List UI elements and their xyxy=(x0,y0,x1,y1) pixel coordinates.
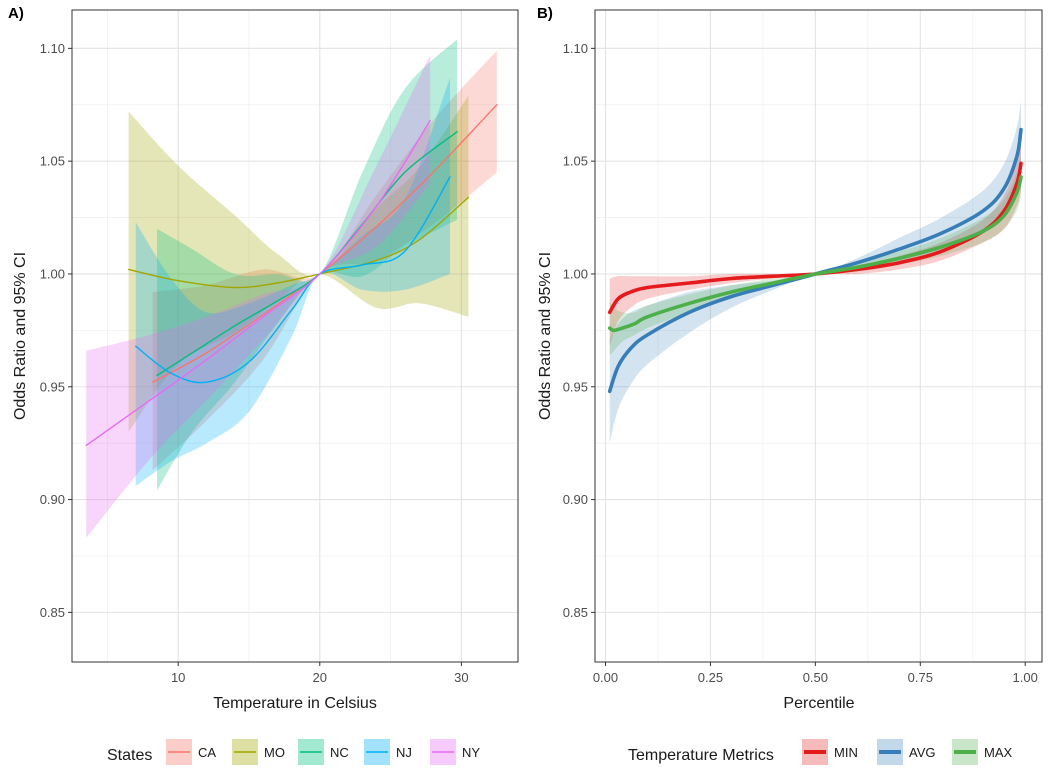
panel-b-y-axis-title: Odds Ratio and 95% CI xyxy=(537,252,554,420)
panel-a-legend-title: States xyxy=(107,747,152,764)
panel-b-y-ticks: 0.85 0.90 0.95 1.00 1.05 1.10 xyxy=(563,41,595,620)
y-tick-label: 0.85 xyxy=(563,605,588,620)
legend-label-avg: AVG xyxy=(909,745,936,760)
panel-a: A) 0.85 0.90 0.95 1.00 1.05 1.10 10 20 30 Tempe… xyxy=(8,5,519,765)
legend-label-mo: MO xyxy=(264,745,285,760)
panel-b: B) 0.85 0.90 0.95 1.00 1.05 1.10 0.00 0.25 0.50… xyxy=(537,5,1043,765)
y-tick-label: 1.10 xyxy=(40,41,65,56)
y-tick-label: 1.10 xyxy=(563,41,588,56)
x-tick-label: 0.00 xyxy=(593,670,618,685)
series-line-ny xyxy=(85,119,431,447)
y-tick-label: 0.85 xyxy=(40,605,65,620)
panel-b-ci-bands xyxy=(609,100,1021,444)
ci-band-ny xyxy=(86,55,431,538)
panel-a-x-axis-title: Temperature in Celsius xyxy=(213,695,377,712)
y-tick-label: 1.00 xyxy=(40,266,65,281)
panel-a-ci-bands xyxy=(86,39,497,538)
panel-a-legend-items: CA MO NC NJ NY xyxy=(166,739,480,765)
legend-label-ny: NY xyxy=(462,745,480,760)
panel-a-tag: A) xyxy=(8,5,24,22)
x-tick-label: 0.75 xyxy=(908,670,933,685)
y-tick-label: 0.90 xyxy=(40,492,65,507)
panel-b-legend: Temperature Metrics MIN AVG MAX xyxy=(628,739,1013,765)
panel-a-y-ticks: 0.85 0.90 0.95 1.00 1.05 1.10 xyxy=(40,41,72,620)
ci-band-ca xyxy=(152,50,497,471)
panel-a-grid xyxy=(72,10,518,662)
y-tick-label: 0.95 xyxy=(40,379,65,394)
legend-label-max: MAX xyxy=(984,745,1013,760)
legend-label-nc: NC xyxy=(330,745,349,760)
x-tick-label: 10 xyxy=(171,670,185,685)
x-tick-label: 1.00 xyxy=(1013,670,1038,685)
y-tick-label: 1.00 xyxy=(563,266,588,281)
series-line-mo xyxy=(127,196,470,289)
panel-b-lines xyxy=(607,127,1023,394)
panel-b-legend-items: MIN AVG MAX xyxy=(802,739,1013,765)
series-line-nc xyxy=(156,131,458,377)
panel-b-border xyxy=(594,9,1043,663)
panel-a-plot-area xyxy=(72,10,518,662)
panel-b-x-ticks: 0.00 0.25 0.50 0.75 1.00 xyxy=(593,662,1038,685)
y-tick-label: 1.05 xyxy=(563,154,588,169)
series-line-nj xyxy=(135,176,451,384)
panel-a-legend: States CA MO NC NJ NY xyxy=(107,739,480,765)
panel-b-legend-title: Temperature Metrics xyxy=(628,747,774,764)
legend-label-min: MIN xyxy=(834,745,858,760)
ci-band-max xyxy=(609,154,1021,356)
panel-a-x-ticks: 10 20 30 xyxy=(171,662,469,685)
panel-a-y-axis-title: Odds Ratio and 95% CI xyxy=(12,252,29,420)
y-tick-label: 1.05 xyxy=(40,154,65,169)
x-tick-label: 0.50 xyxy=(803,670,828,685)
panel-b-plot-area xyxy=(595,10,1042,662)
panel-b-x-axis-title: Percentile xyxy=(783,695,854,712)
ci-band-nc xyxy=(157,39,458,491)
y-tick-label: 0.90 xyxy=(563,492,588,507)
legend-label-nj: NJ xyxy=(396,745,412,760)
panel-b-grid xyxy=(595,10,1042,662)
x-tick-label: 0.25 xyxy=(698,670,723,685)
legend-label-ca: CA xyxy=(198,745,216,760)
panel-b-tag: B) xyxy=(537,5,553,22)
x-tick-label: 20 xyxy=(313,670,327,685)
ci-band-nj xyxy=(135,77,450,486)
y-tick-label: 0.95 xyxy=(563,379,588,394)
panel-a-lines xyxy=(85,104,498,447)
x-tick-label: 30 xyxy=(454,670,468,685)
series-line-max xyxy=(607,175,1023,333)
panel-a-border xyxy=(71,9,519,663)
ci-band-mo xyxy=(128,95,469,432)
